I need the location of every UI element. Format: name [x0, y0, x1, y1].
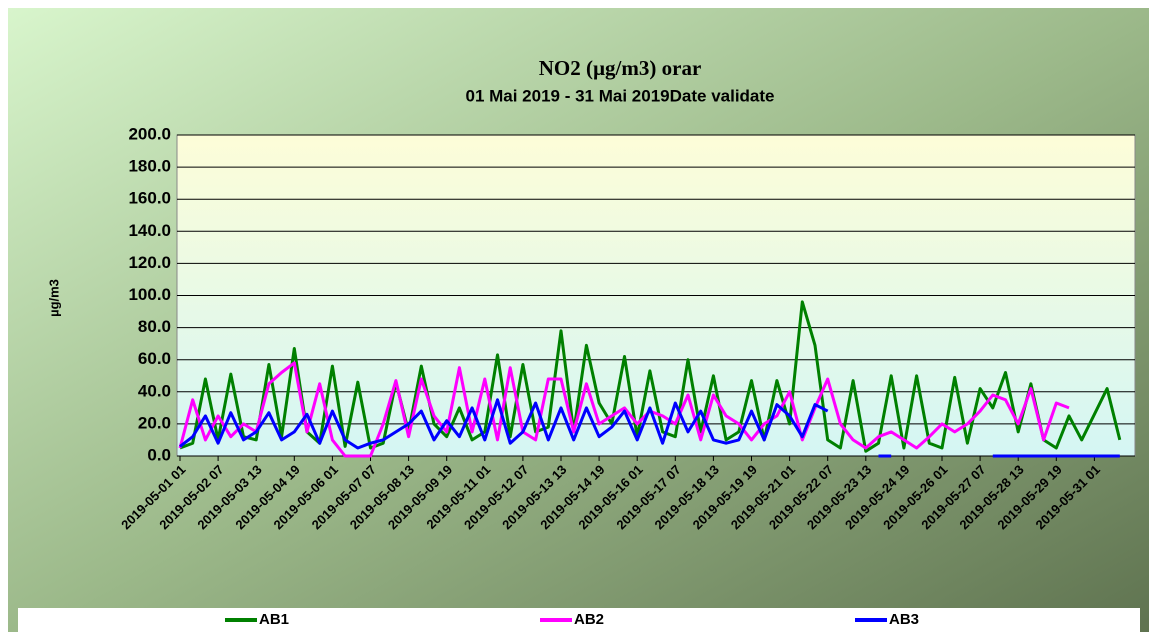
y-tick-label: 180.0: [128, 157, 171, 176]
y-tick-label: 120.0: [128, 253, 171, 272]
chart-subtitle: 01 Mai 2019 - 31 Mai 2019Date validate: [465, 86, 774, 105]
legend: [18, 608, 1140, 632]
y-tick-label: 80.0: [138, 317, 171, 336]
y-tick-label: 100.0: [128, 285, 171, 304]
y-tick-label: 20.0: [138, 413, 171, 432]
series-line: [179, 300, 1122, 453]
legend-label: AB2: [574, 611, 604, 628]
chart-title: NO2 (µg/m3) orar: [539, 56, 702, 80]
series-line: [179, 398, 1120, 458]
legend-label: AB1: [259, 611, 289, 628]
legend-label: AB3: [889, 611, 919, 628]
y-tick-label: 200.0: [128, 124, 171, 143]
y-axis-label: µg/m3: [46, 279, 61, 317]
y-tick-label: 60.0: [138, 349, 171, 368]
y-tick-label: 0.0: [147, 445, 171, 464]
y-tick-label: 140.0: [128, 221, 171, 240]
y-tick-label: 160.0: [128, 189, 171, 208]
y-tick-label: 40.0: [138, 381, 171, 400]
